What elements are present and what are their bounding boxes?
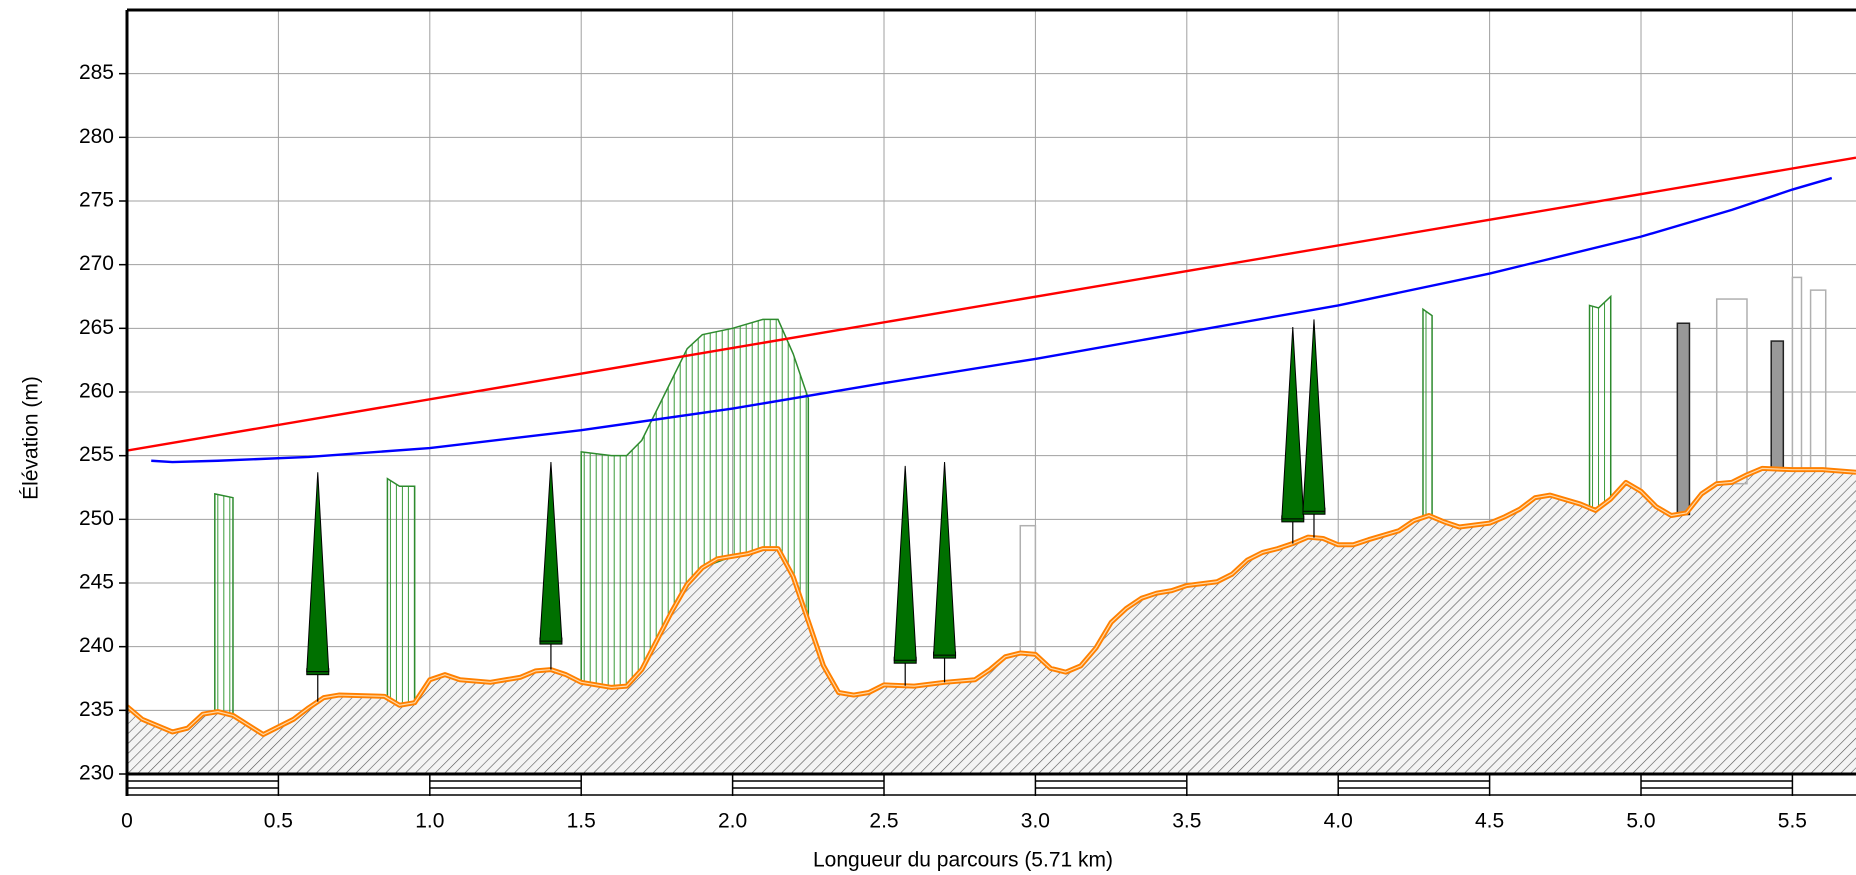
tree <box>306 472 330 673</box>
y-tick-label: 235 <box>79 698 114 721</box>
y-tick-label: 285 <box>79 61 114 84</box>
y-tick-label: 245 <box>79 571 114 594</box>
tree <box>1302 319 1326 512</box>
tree <box>933 462 957 656</box>
building <box>1676 322 1691 516</box>
y-tick-label: 240 <box>79 634 114 657</box>
y-tick-label: 230 <box>79 762 114 785</box>
x-tick-label: 0 <box>121 810 133 833</box>
x-tick-label: 5.5 <box>1778 810 1807 833</box>
x-tick-label: 1.0 <box>415 810 444 833</box>
line-of-sight <box>126 156 1856 452</box>
x-tick-label: 4.5 <box>1475 810 1504 833</box>
building <box>1019 524 1037 656</box>
y-axis-title: Élévation (m) <box>20 376 43 500</box>
x-tick-label: 3.0 <box>1021 810 1050 833</box>
vegetation <box>386 477 416 707</box>
vegetation <box>1422 307 1433 519</box>
x-tick-label: 4.0 <box>1324 810 1353 833</box>
tree <box>1281 327 1305 520</box>
y-tick-label: 280 <box>79 125 114 148</box>
y-tick-label: 255 <box>79 443 114 466</box>
fresnel-line <box>151 176 1833 464</box>
terrain-area <box>127 468 1856 774</box>
x-tick-label: 1.5 <box>567 810 596 833</box>
building <box>1791 276 1803 471</box>
y-tick-label: 275 <box>79 189 114 212</box>
x-tick-label: 5.0 <box>1626 810 1655 833</box>
terrain-line-inner <box>126 467 1856 736</box>
y-tick-label: 260 <box>79 380 114 403</box>
y-tick-label: 250 <box>79 507 114 530</box>
x-axis-title: Longueur du parcours (5.71 km) <box>813 849 1113 872</box>
y-tick-label: 270 <box>79 252 114 275</box>
x-tick-label: 0.5 <box>264 810 293 833</box>
building <box>1770 340 1785 471</box>
x-tick-label: 3.5 <box>1172 810 1201 833</box>
y-tick-label: 265 <box>79 316 114 339</box>
tree <box>893 465 917 661</box>
building <box>1809 289 1827 471</box>
tree <box>539 462 563 642</box>
x-tick-label: 2.5 <box>869 810 898 833</box>
x-tick-label: 2.0 <box>718 810 747 833</box>
